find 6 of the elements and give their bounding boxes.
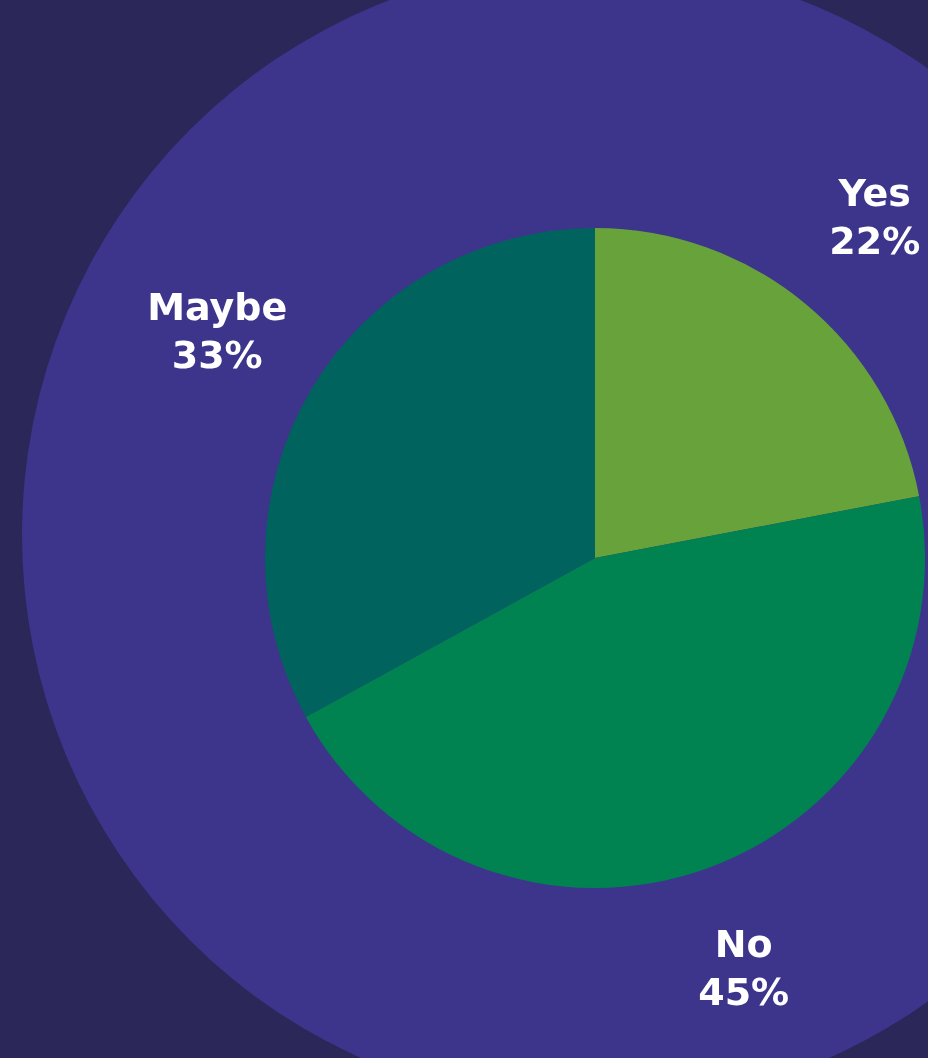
data-label: 22% [829,218,921,263]
slice-label: Yes [837,170,911,215]
slice-label: Maybe [147,285,288,330]
slice-label: No [714,921,773,966]
data-label: 33% [171,333,263,378]
data-label: 45% [698,969,790,1014]
